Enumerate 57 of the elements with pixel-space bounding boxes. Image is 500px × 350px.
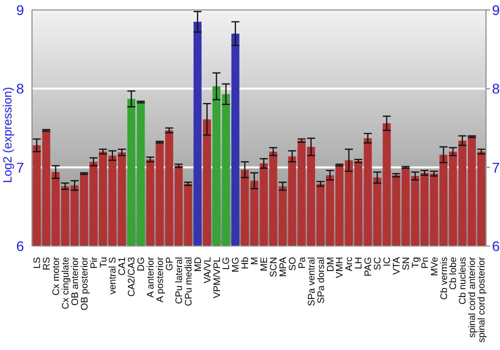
x-tick-label: Cb lobe [448,257,460,290]
x-tick-label: LG [221,257,232,270]
x-tick-label: VA/VL [202,257,214,284]
y-tick-label: 7 [16,159,24,176]
x-tick-label: MD [192,256,204,272]
x-tick-label: SO [287,257,298,271]
x-tick-label: CPu lateral [174,257,185,304]
x-tick-label: CPu medial [183,257,194,306]
x-tick-label: ME [259,257,270,272]
x-tick-label: Cx cingulate [60,257,72,310]
x-tick-label: LS [32,257,44,269]
x-tick-label: Pa [296,256,308,269]
x-tick-label: ventral S [108,257,119,294]
x-tick-label: Pn [420,257,431,269]
y2-tick-label: 7 [492,159,500,176]
x-tick-label: SCN [268,256,280,278]
x-tick-label: CA2/CA3 [126,257,138,297]
y-axis-title: Log2 (expression) [0,86,14,183]
x-tick-label: Cb vermis [438,256,450,300]
y2-tick-label: 8 [492,80,500,97]
x-tick-label: DM [325,256,336,272]
x-tick-label: OB posterior [79,257,90,310]
x-tick-label: VTA [391,256,402,275]
x-tick-label: SPa ventral [306,257,318,306]
x-tick-label: MVe [429,257,440,276]
x-tick-label: M [250,256,261,265]
x-tick-label: SC [372,256,384,270]
x-tick-label: MG [230,257,242,272]
x-tick-label: A anterior [146,257,157,298]
x-tick-label: OB anterior [70,257,81,306]
x-tick-label: GP [164,257,176,271]
x-tick-label: spinal cord posterior [476,257,488,343]
y-tick-label: 9 [16,2,24,18]
x-tick-label: spinal cord anterior [467,257,478,338]
x-tick-label: PAG [363,257,374,276]
x-tick-label: Cb nucleus [458,256,469,305]
x-tick-label: SPa dorsal [316,257,327,304]
x-tick-label: SN [400,256,412,270]
x-tick-label: DG [136,257,148,272]
x-tick-label: LH [354,256,365,270]
x-tick-label: VPM/VPL [212,257,223,298]
x-tick-label: Hb [240,257,252,270]
x-tick-label: Pir [88,257,100,269]
x-tick-label: A posterior [155,257,166,302]
x-tick-label: IC [382,256,394,266]
x-tick-label: CA1 [117,257,128,276]
y-tick-label: 8 [16,80,24,97]
y2-tick-label: 6 [492,238,500,254]
x-tick-label: VMH [334,256,346,278]
x-tick-label: RS [42,257,53,270]
y-tick-label: 6 [16,238,24,254]
x-tick-label: Tu [98,257,110,268]
x-tick-label: Cx motor [50,257,62,296]
x-tick-label: Arc [344,256,356,272]
x-tick-label: Tg [410,257,422,268]
y2-tick-label: 9 [492,2,500,18]
x-tick-label: MPA [278,256,289,277]
